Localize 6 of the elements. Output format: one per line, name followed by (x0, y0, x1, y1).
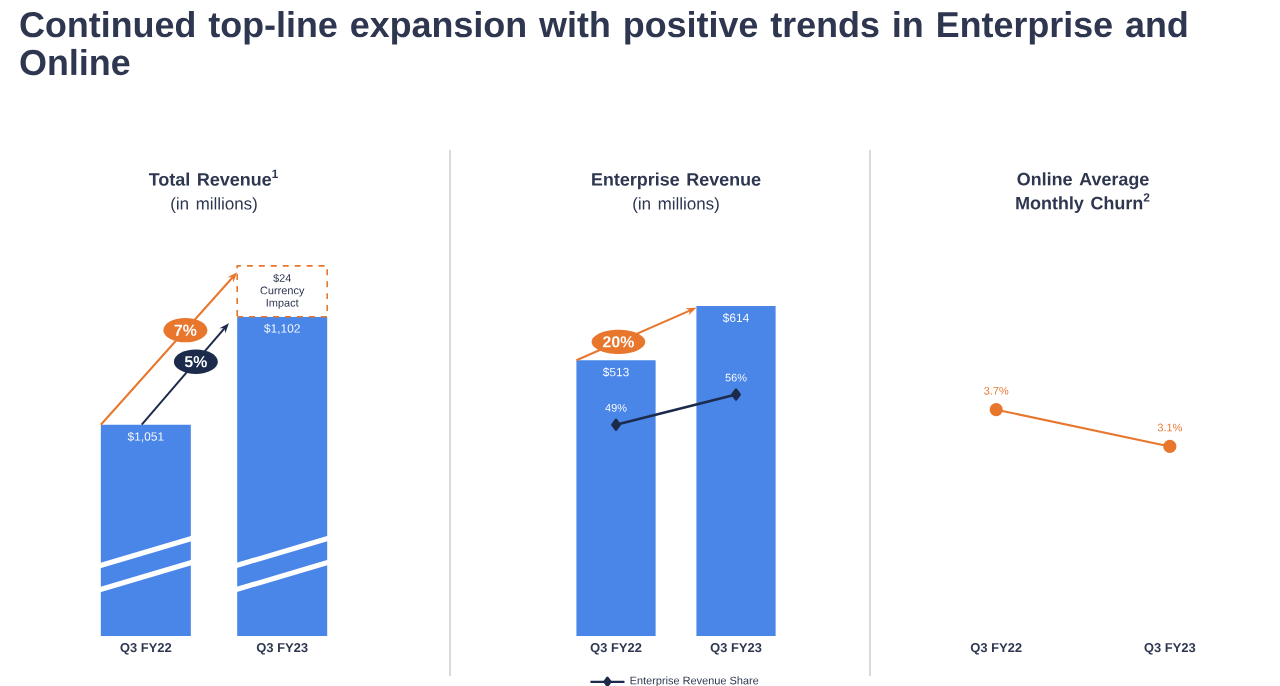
chart-subtitle: (in millions) (633, 197, 719, 213)
text: Continued top-line expansion with positive trends in Enterprise and Online (20, 11, 1187, 76)
chart-title: Enterprise Revenue (592, 172, 761, 190)
chart-subtitle: (in millions) (171, 197, 257, 213)
chart-title: Total Revenue$^{1}$ (148, 169, 278, 186)
chart-title: Online Average Monthly Churn$^{2}$ (1016, 172, 1150, 213)
